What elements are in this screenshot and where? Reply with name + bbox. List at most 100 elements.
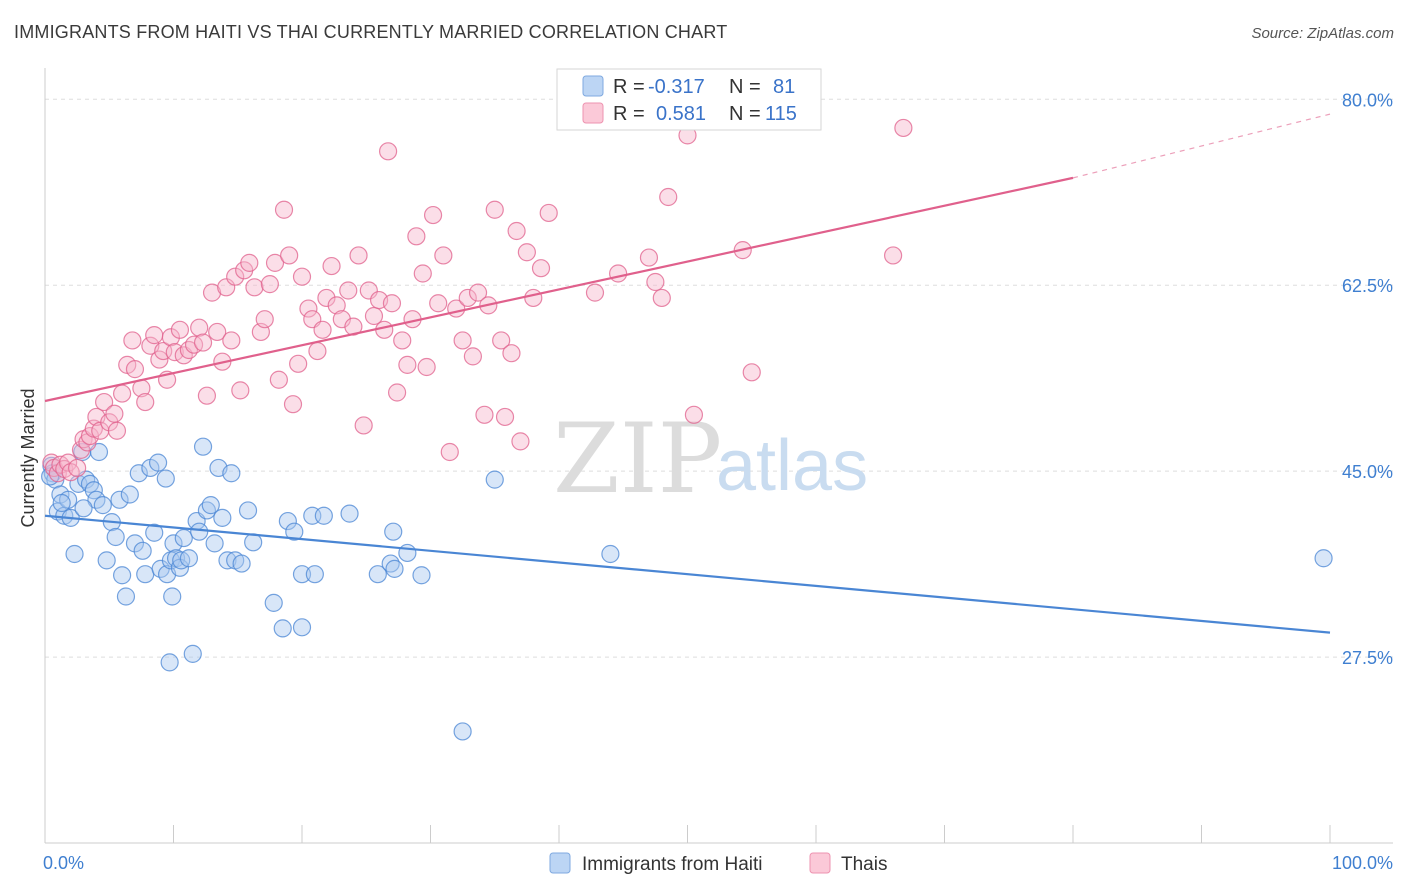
haiti-point xyxy=(601,544,620,564)
thai-point xyxy=(179,340,199,360)
y-tick-label: 45.0% xyxy=(1342,462,1393,482)
haiti-point xyxy=(201,496,220,515)
watermark-zip: ZIP xyxy=(553,403,722,515)
series-legend: Immigrants from Haiti Thais xyxy=(549,852,887,875)
thai-point xyxy=(531,259,551,278)
thai-point xyxy=(883,246,903,265)
thai-point xyxy=(387,383,407,402)
thai-point xyxy=(407,227,426,246)
haiti-point xyxy=(278,511,297,531)
source-credit: Source: ZipAtlas.com xyxy=(1251,25,1394,42)
thai-point xyxy=(208,322,227,342)
thai-point xyxy=(255,310,274,329)
thai-point xyxy=(458,288,477,308)
thai-point xyxy=(105,404,124,423)
haiti-point xyxy=(218,551,237,570)
thai-point xyxy=(463,347,483,366)
y-tick-label: 27.5% xyxy=(1342,648,1393,668)
haiti-point xyxy=(222,464,241,483)
thai-point xyxy=(539,203,558,223)
thai-point xyxy=(485,200,504,219)
haiti-point xyxy=(244,533,263,552)
thai-point xyxy=(125,360,145,379)
thai-point xyxy=(502,344,521,363)
thai-point xyxy=(495,407,515,427)
haiti-point xyxy=(106,527,125,547)
y-tick-label: 80.0% xyxy=(1342,90,1393,110)
thai-point xyxy=(639,248,659,267)
thai-point xyxy=(423,205,443,225)
thai-point xyxy=(507,221,526,241)
haiti-trend-line xyxy=(44,514,1331,634)
haiti-point xyxy=(148,453,168,472)
bottom-legend-swatch-thai xyxy=(809,852,831,874)
haiti-point xyxy=(110,490,129,509)
thai-point xyxy=(413,264,432,283)
y-tick-label: 62.5% xyxy=(1342,276,1393,296)
haiti-point xyxy=(183,644,202,663)
watermark-atlas: atlas xyxy=(716,426,868,506)
legend-n-label-haiti: N = xyxy=(729,76,761,98)
thai-point xyxy=(349,246,368,265)
haiti-point xyxy=(145,523,164,542)
thai-point xyxy=(354,416,373,435)
thai-point xyxy=(429,294,448,313)
haiti-point xyxy=(453,722,472,741)
haiti-point xyxy=(238,501,258,520)
thai-point xyxy=(71,440,91,459)
thai-point xyxy=(289,354,308,373)
haiti-point xyxy=(156,469,175,488)
haiti-point xyxy=(305,565,324,584)
haiti-point xyxy=(273,619,292,638)
haiti-point xyxy=(112,566,132,585)
thai-point xyxy=(398,355,417,374)
thai-point xyxy=(322,256,341,276)
bottom-legend-swatch-haiti xyxy=(549,852,571,874)
haiti-point xyxy=(385,559,404,578)
thai-point xyxy=(475,405,494,424)
legend-n-label-thai: N = xyxy=(729,103,761,125)
thai-point xyxy=(136,392,155,412)
thai-point xyxy=(280,246,299,265)
x-tick-labels: 0.0% 100.0% xyxy=(43,853,1393,873)
grid-lines xyxy=(45,98,1393,658)
thai-point xyxy=(292,267,312,286)
thai-point xyxy=(299,299,318,318)
haiti-point xyxy=(133,541,152,560)
haiti-point xyxy=(264,593,283,612)
thai-point xyxy=(517,243,536,262)
thai-point xyxy=(283,395,303,414)
bottom-legend-label-haiti: Immigrants from Haiti xyxy=(582,854,763,875)
thai-points xyxy=(42,118,913,483)
thai-point xyxy=(378,142,398,161)
thai-point xyxy=(453,331,472,350)
haiti-point xyxy=(74,499,93,518)
y-axis-title: Currently Married xyxy=(18,388,38,527)
thai-point xyxy=(382,294,402,313)
thai-point xyxy=(417,357,436,377)
haiti-point xyxy=(384,522,403,541)
haiti-point xyxy=(285,522,304,541)
thai-point xyxy=(652,288,671,308)
thai-point xyxy=(339,281,358,300)
legend-swatch-thai xyxy=(582,102,604,124)
haiti-point xyxy=(1314,549,1333,568)
thai-trend-extension xyxy=(1072,113,1331,179)
thai-point xyxy=(265,253,285,272)
thai-point xyxy=(240,253,259,272)
haiti-point xyxy=(93,496,112,515)
thai-point xyxy=(112,384,132,403)
axes xyxy=(44,68,1393,844)
haiti-point xyxy=(136,565,155,584)
thai-point xyxy=(231,381,250,400)
thai-point xyxy=(123,331,142,350)
haiti-point xyxy=(116,587,136,606)
thai-point xyxy=(68,458,87,478)
thai-point xyxy=(190,318,209,337)
haiti-point xyxy=(179,549,199,568)
thai-point xyxy=(226,267,245,286)
thai-point xyxy=(245,278,264,297)
thai-point xyxy=(585,283,605,302)
thai-point xyxy=(742,363,761,382)
